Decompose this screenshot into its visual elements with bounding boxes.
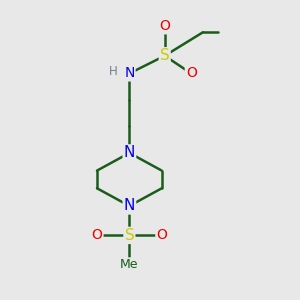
Text: S: S (160, 48, 169, 63)
Text: N: N (124, 146, 135, 160)
Text: N: N (124, 66, 135, 80)
Text: O: O (186, 66, 197, 80)
Text: H: H (109, 65, 118, 79)
Text: O: O (92, 228, 102, 242)
Text: Me: Me (120, 258, 139, 271)
Text: N: N (124, 198, 135, 213)
Text: S: S (124, 228, 134, 243)
Text: O: O (159, 19, 170, 33)
Text: O: O (156, 228, 167, 242)
